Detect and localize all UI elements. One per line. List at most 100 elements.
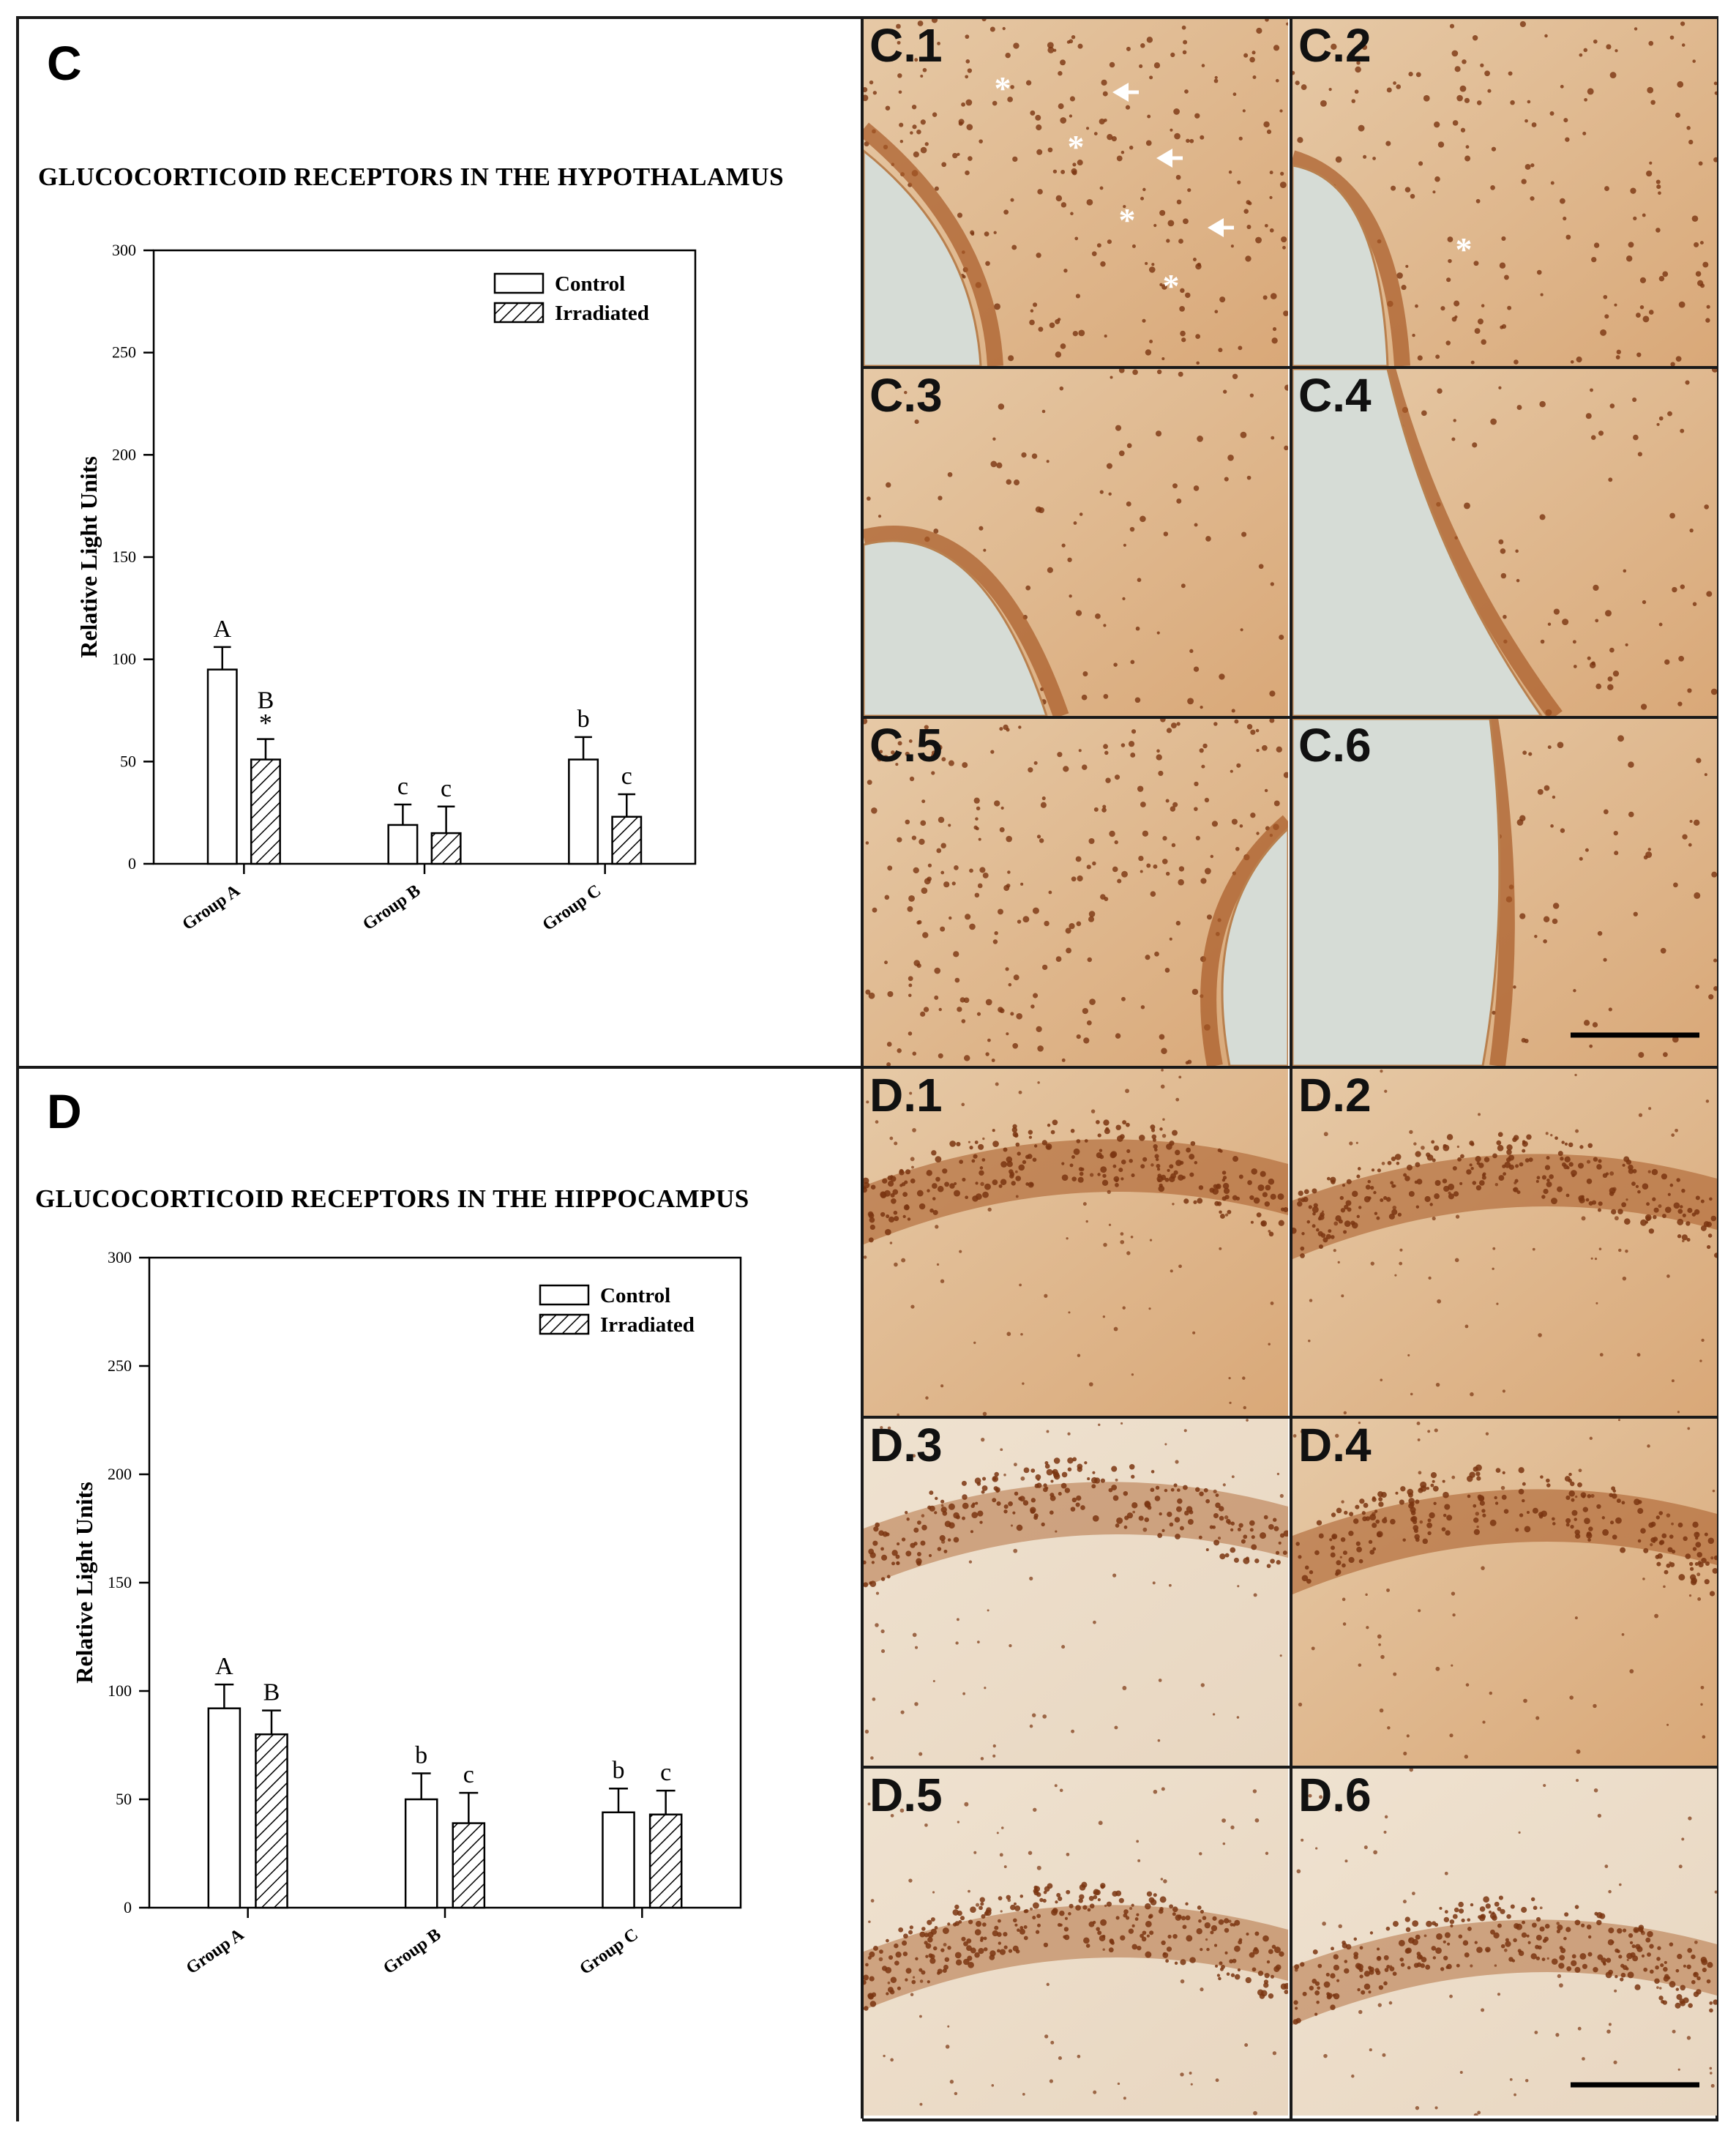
y-tick-label: 150: [108, 1573, 132, 1591]
micrograph-image: [864, 719, 1288, 1066]
micrograph-tile: C.5: [864, 719, 1288, 1066]
arrowhead-marker: [1112, 83, 1129, 102]
bar-chart-hypothalamus: 0 50 100 150 200 250 300 Relative Light Units Gr…: [75, 241, 697, 935]
asterisk-marker: *: [995, 70, 1011, 107]
micrograph-tile: C.6: [1292, 719, 1717, 1066]
y-axis-label: Relative Light Units: [75, 456, 102, 658]
bar-annotation: A: [213, 616, 231, 643]
legend-swatch: [493, 272, 545, 294]
x-tick-label: Group A: [179, 881, 244, 934]
micrograph-label: D.6: [1298, 1769, 1372, 1821]
y-tick-label: 0: [128, 854, 136, 873]
bar-annotation: c: [441, 775, 452, 802]
y-axis-label: Relative Light Units: [71, 1482, 97, 1684]
y-tick-label: 250: [112, 343, 136, 362]
y-tick-label: 200: [112, 445, 136, 463]
micrograph-image: [1292, 719, 1717, 1066]
grid-line: [864, 1416, 1716, 1419]
micrograph-label: D.4: [1298, 1419, 1372, 1471]
asterisk-marker: *: [1456, 231, 1473, 268]
y-tick-label: 250: [108, 1356, 132, 1375]
asterisk-marker: *: [1068, 128, 1085, 165]
legend-label: Control: [600, 1284, 670, 1307]
asterisk-marker: *: [1119, 201, 1136, 239]
bar-control: [207, 1707, 242, 1909]
micrograph-image: [864, 1419, 1288, 1766]
arrowhead-marker: [1208, 218, 1224, 237]
grid-line: [864, 716, 1716, 719]
micrograph-label: D.3: [869, 1419, 943, 1471]
bar-irradiated: [430, 832, 462, 865]
micrograph-label: C.1: [869, 19, 943, 72]
bar-annotation: c: [397, 773, 408, 800]
bar-irradiated: [255, 1733, 288, 1909]
micrograph-tile: C.4: [1292, 369, 1717, 716]
micrograph-tile: D.4: [1292, 1419, 1717, 1766]
y-tick-label: 100: [112, 650, 136, 668]
asterisk-marker: *: [1163, 267, 1180, 305]
bar-control: [568, 758, 599, 865]
chart-panel-hypothalamus: C GLUCOCORTICOID RECEPTORS IN THE HYPOTH…: [19, 19, 862, 1064]
micrograph-image: [1292, 369, 1717, 716]
panel-letter: C: [47, 36, 82, 90]
micrograph-tile: * C.2: [1292, 19, 1717, 366]
panel-divider-vertical: [861, 19, 864, 2119]
bar-annotation: B: [258, 687, 274, 714]
legend-label: Control: [555, 272, 625, 296]
bar-irradiated: [611, 815, 643, 865]
legend-swatch: [493, 302, 545, 324]
micrograph-tile: D.3: [864, 1419, 1288, 1766]
bar-annotation: A: [215, 1653, 233, 1680]
y-tick-label: 300: [108, 1248, 132, 1266]
micrograph-label: C.2: [1298, 19, 1372, 72]
micrograph-tile: D.1: [864, 1069, 1288, 1416]
bar-control: [602, 1811, 635, 1909]
bar-control: [404, 1798, 438, 1909]
significance-star: *: [259, 709, 272, 738]
micrograph-image: * * * *: [864, 19, 1288, 366]
micrograph-image: [1292, 1769, 1717, 2116]
chart-panel-hippocampus: D GLUCOCORTICOID RECEPTORS IN THE HIPPOC…: [19, 1069, 862, 2121]
x-tick-label: Group C: [576, 1925, 641, 1979]
legend-swatch: [539, 1313, 590, 1335]
grid-line: [864, 366, 1716, 369]
micrograph-image: [864, 369, 1288, 716]
grid-line: [864, 1766, 1716, 1769]
micrograph-tile: D.5: [864, 1769, 1288, 2116]
y-tick-label: 150: [112, 548, 136, 566]
micrograph-label: D.1: [869, 1069, 943, 1121]
micrograph-image: [864, 1069, 1288, 1416]
x-tick-label: Group B: [359, 881, 424, 935]
micrograph-image: [1292, 1419, 1717, 1766]
legend-label: Irradiated: [600, 1313, 695, 1337]
micrograph-label: C.6: [1298, 719, 1372, 772]
micrograph-label: C.5: [869, 719, 943, 772]
micrograph-tile: C.3: [864, 369, 1288, 716]
bar-chart-hippocampus: 0 50 100 150 200 250 300 Relative Light Units Gr…: [71, 1248, 742, 1979]
x-tick-label: Group C: [539, 881, 605, 935]
micrograph-image: [1292, 1069, 1717, 1416]
panel-letter: D: [47, 1084, 82, 1138]
micrograph-label: C.4: [1298, 369, 1372, 422]
bar-annotation: B: [263, 1679, 280, 1706]
arrowhead-marker: [1156, 149, 1172, 168]
bar-annotation: b: [415, 1742, 427, 1769]
y-tick-label: 100: [108, 1681, 132, 1700]
micrograph-tile: * * * * C.1: [864, 19, 1288, 366]
y-tick-label: 200: [108, 1465, 132, 1483]
micrograph-tile: D.6: [1292, 1769, 1717, 2116]
bar-irradiated: [648, 1813, 683, 1909]
legend-swatch: [539, 1284, 590, 1306]
micrograph-label: D.2: [1298, 1069, 1372, 1121]
bar-irradiated: [452, 1822, 486, 1909]
y-tick-label: 0: [124, 1898, 132, 1916]
micrograph-image: *: [1292, 19, 1717, 366]
x-tick-label: Group A: [183, 1925, 248, 1978]
bar-annotation: c: [660, 1759, 671, 1786]
chart-title: GLUCOCORTICOID RECEPTORS IN THE HYPOTHAL…: [38, 163, 785, 191]
micrograph-label: D.5: [869, 1769, 943, 1821]
bar-control: [206, 668, 238, 865]
figure: C GLUCOCORTICOID RECEPTORS IN THE HYPOTH…: [16, 16, 1718, 2121]
y-tick-label: 50: [120, 752, 136, 770]
bar-annotation: b: [577, 706, 590, 733]
